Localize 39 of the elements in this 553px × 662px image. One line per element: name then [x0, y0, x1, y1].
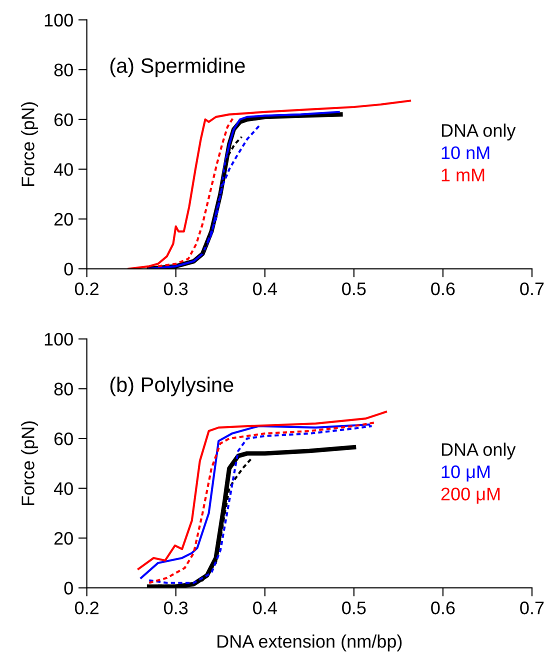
x-tick-label: 0.5 [342, 282, 366, 296]
x-tick-label: 0.7 [520, 602, 544, 614]
x-tick-label: 0.6 [431, 282, 455, 296]
y-tick-label: 40 [54, 482, 73, 496]
line-series [206, 123, 262, 242]
x-tick-label: 0.2 [74, 602, 98, 614]
y-axis-title: Force (pN) [21, 421, 38, 506]
y-tick-label: 60 [54, 113, 73, 126]
y-tick-label: 20 [54, 532, 73, 545]
y-tick-label: 0 [64, 262, 73, 276]
text: DNA only [442, 442, 516, 460]
y-tick-label: 100 [44, 14, 73, 27]
y-tick-label: 60 [54, 432, 73, 446]
x-tick-label: 0.3 [164, 282, 188, 296]
y-tick-label: 80 [54, 64, 73, 76]
y-axis-title: Force (pN) [21, 102, 38, 186]
x-tick-label: 0.4 [253, 282, 277, 296]
x-tick-label: 0.5 [342, 602, 366, 614]
text: 10 nM [442, 146, 490, 160]
x-tick-label: 0.7 [520, 282, 544, 296]
x-axis-title: DNA extension (nm/bp) [218, 634, 402, 652]
line-series [202, 136, 243, 255]
y-tick-label: 100 [44, 332, 73, 346]
text: 200 μM [441, 488, 500, 504]
line-series [128, 100, 412, 269]
x-tick-label: 0.3 [164, 602, 188, 614]
text: 10 μM [442, 465, 490, 482]
text: (b) Polylysine [110, 376, 234, 396]
y-tick-label: 80 [54, 382, 73, 396]
x-tick-label: 0.4 [253, 602, 277, 614]
y-tick-label: 40 [54, 163, 73, 176]
y-tick-label: 20 [54, 212, 73, 226]
text: (a) Spermidine [110, 58, 245, 78]
text: 1 mM [442, 168, 484, 182]
line-series [137, 410, 388, 570]
x-tick-label: 0.2 [74, 282, 98, 296]
y-tick-label: 0 [64, 582, 73, 595]
text: DNA only [442, 124, 516, 140]
x-tick-label: 0.6 [431, 602, 455, 614]
